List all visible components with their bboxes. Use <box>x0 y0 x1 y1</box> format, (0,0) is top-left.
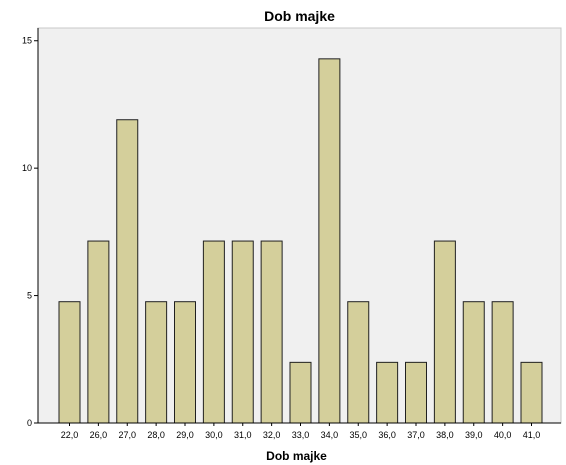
x-tick-label: 26,0 <box>90 430 108 440</box>
x-tick-label: 37,0 <box>407 430 425 440</box>
bar-38-0 <box>433 240 456 424</box>
bar-29-0 <box>174 301 196 424</box>
bar-27-0 <box>116 119 139 424</box>
y-tick-label: 10 <box>22 163 32 173</box>
x-tick-label: 32,0 <box>263 430 281 440</box>
x-tick-label: 39,0 <box>465 430 483 440</box>
y-ticks: 0 5 10 15 <box>22 36 38 428</box>
bar-28-0 <box>145 301 168 424</box>
y-tick-label: 0 <box>27 418 32 428</box>
bar-34-0 <box>318 58 341 424</box>
x-tick-label: 36,0 <box>378 430 396 440</box>
bar-22-0 <box>58 301 81 424</box>
y-tick-label: 15 <box>22 36 32 46</box>
x-tick-label: 33,0 <box>292 430 310 440</box>
x-tick-label: 29,0 <box>176 430 194 440</box>
x-tick-label: 38,0 <box>436 430 454 440</box>
x-tick-label: 35,0 <box>349 430 367 440</box>
bar-31-0 <box>231 240 254 424</box>
bar-26-0 <box>87 240 110 424</box>
x-tick-label: 30,0 <box>205 430 223 440</box>
x-tick-label: 34,0 <box>321 430 339 440</box>
x-tick-label: 22,0 <box>61 430 79 440</box>
x-tick-label: 41,0 <box>523 430 541 440</box>
bar-35-0 <box>347 301 370 424</box>
bar-37-0 <box>405 361 427 424</box>
x-tick-label: 27,0 <box>118 430 136 440</box>
x-ticks: 22,0 26,0 27,0 28,0 29,0 30,0 31,0 32,0 33,0 34,0… <box>61 423 541 440</box>
x-tick-label: 40,0 <box>494 430 512 440</box>
x-axis-title: Dob majke <box>266 449 327 463</box>
chart-title: Dob majke <box>264 8 335 24</box>
bar-30-0 <box>202 240 225 424</box>
y-tick-label: 5 <box>27 291 32 301</box>
bar-33-0 <box>289 361 312 424</box>
bar-32-0 <box>260 240 283 424</box>
x-tick-label: 28,0 <box>147 430 165 440</box>
x-tick-label: 31,0 <box>234 430 252 440</box>
bar-40-0 <box>491 301 514 424</box>
bar-39-0 <box>462 301 485 424</box>
bar-41-0 <box>520 361 543 424</box>
bars-layer <box>58 58 543 424</box>
bar-36-0 <box>376 361 399 424</box>
